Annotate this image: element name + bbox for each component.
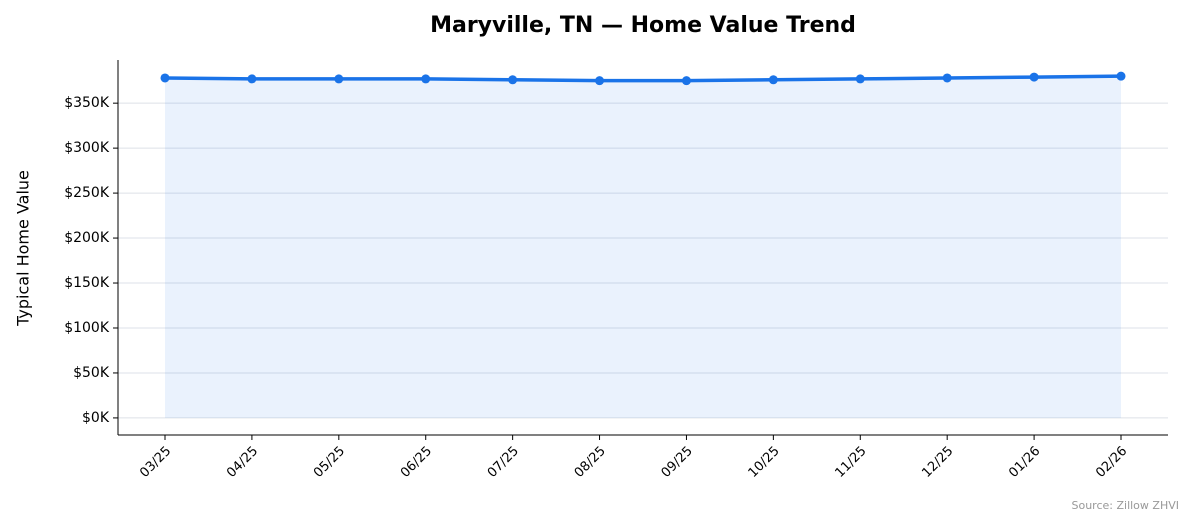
point [681,76,691,86]
x-tick-label: 01/26 [1006,444,1043,481]
area [165,76,1121,418]
y-axis-label: Typical Home Value [14,170,33,327]
x-tick-label: 09/25 [659,444,696,481]
point [595,76,605,86]
y-tick-label: $200K [64,230,110,246]
point [508,75,518,85]
y-tick-label: $100K [64,320,110,336]
source-note: Source: Zillow ZHVI [1072,499,1180,512]
x-tick-label: 12/25 [919,444,956,481]
point [247,74,257,84]
x-tick-label: 06/25 [398,444,435,481]
y-tick-label: $350K [64,95,110,111]
x-tick-label: 03/25 [137,444,174,481]
x-tick-label: 05/25 [311,444,348,481]
y-tick-label: $300K [64,140,110,156]
x-tick-label: 02/26 [1093,444,1130,481]
y-tick-label: $250K [64,185,110,201]
y-tick-label: $50K [73,365,110,381]
point [768,75,778,85]
point [421,74,431,84]
chart-title: Maryville, TN — Home Value Trend [430,13,856,38]
y-tick-label: $150K [64,275,110,291]
x-tick-label: 08/25 [572,444,609,481]
x-tick-label: 10/25 [746,444,783,481]
point [1116,71,1126,81]
x-tick-label: 07/25 [485,444,522,481]
point [334,74,344,84]
x-tick-label: 04/25 [224,444,261,481]
y-tick-label: $0K [82,410,110,426]
point [942,73,952,83]
point [855,74,865,84]
point [160,73,170,83]
line [164,74,1122,83]
x-tick-label: 11/25 [832,444,869,481]
point [1029,72,1039,82]
